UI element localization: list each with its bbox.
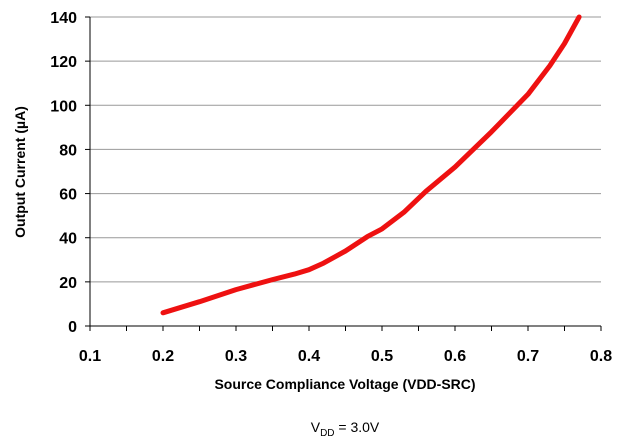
caption-rest: = 3.0V bbox=[335, 419, 380, 435]
x-tick-label: 0.8 bbox=[590, 348, 612, 365]
y-tick-label: 100 bbox=[50, 98, 77, 115]
x-tick-label: 0.6 bbox=[444, 348, 466, 365]
y-tick-label: 20 bbox=[59, 275, 77, 292]
x-tick-label: 0.5 bbox=[371, 348, 393, 365]
y-tick-label: 60 bbox=[59, 187, 77, 204]
y-tick-label: 140 bbox=[50, 10, 77, 27]
x-axis-tick-labels: 0.1 0.2 0.3 0.4 0.5 0.6 0.7 0.8 bbox=[79, 348, 612, 365]
caption-subscript: DD bbox=[320, 428, 334, 438]
gridlines bbox=[90, 16, 601, 283]
caption-main: V bbox=[311, 419, 321, 435]
y-axis-tick-labels: 0 20 40 60 80 100 120 140 bbox=[50, 10, 77, 336]
x-axis-title: Source Compliance Voltage (VDD-SRC) bbox=[214, 376, 475, 392]
y-tick-label: 120 bbox=[50, 54, 77, 71]
x-tick-label: 0.4 bbox=[298, 348, 320, 365]
series-line-0 bbox=[160, 14, 582, 316]
x-tick-label: 0.2 bbox=[152, 348, 174, 365]
x-tick-label: 0.1 bbox=[79, 348, 101, 365]
x-tick-label: 0.7 bbox=[517, 348, 539, 365]
caption: VDD = 3.0V bbox=[311, 419, 380, 438]
x-tick-label: 0.3 bbox=[225, 348, 247, 365]
y-axis-title: Output Current (µA) bbox=[12, 106, 28, 238]
y-tick-label: 40 bbox=[59, 231, 77, 248]
series-layer bbox=[160, 14, 582, 316]
y-tick-label: 80 bbox=[59, 142, 77, 159]
y-tick-label: 0 bbox=[68, 319, 77, 336]
axes bbox=[85, 16, 602, 331]
